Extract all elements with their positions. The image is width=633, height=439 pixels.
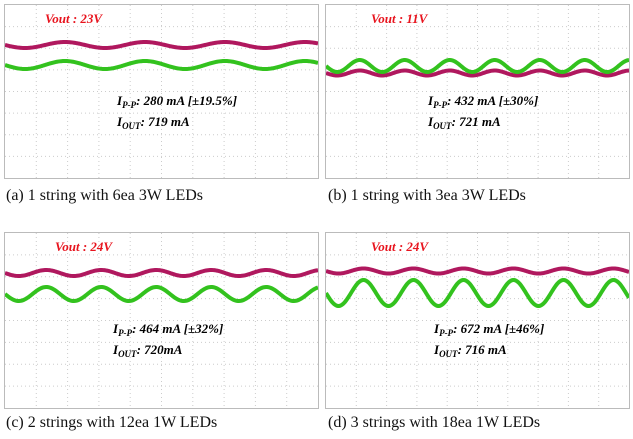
caption: (d) 3 strings with 18ea 1W LEDs xyxy=(328,414,540,432)
subscript: P-P xyxy=(122,100,136,110)
scope-screen: Vout : 24V IP-P: 464 mA [±32%] IOUT: 720mA xyxy=(4,232,319,409)
caption: (b) 1 string with 3ea 3W LEDs xyxy=(328,187,526,205)
ipp-label: IP-P: 432 mA [±30%] xyxy=(427,93,538,110)
value-text: : 721 mA xyxy=(452,114,501,129)
vout-label: Vout : 24V xyxy=(55,239,113,254)
value-text: : 719 mA xyxy=(141,114,190,129)
value-text: : 464 mA [±32%] xyxy=(132,321,223,336)
caption: (a) 1 string with 6ea 3W LEDs xyxy=(6,187,203,205)
voltage-trace xyxy=(5,42,318,48)
scope-screen: Vout : 24V IP-P: 672 mA [±46%] IOUT: 716 m… xyxy=(325,232,630,409)
value-text: : 432 mA [±30%] xyxy=(447,93,538,108)
iout-label: IOUT: 716 mA xyxy=(433,342,507,359)
value-text: : 672 mA [±46%] xyxy=(453,321,544,336)
current-trace xyxy=(326,280,629,306)
ipp-label: IP-P: 464 mA [±32%] xyxy=(112,321,223,338)
vout-label: Vout : 24V xyxy=(371,239,429,254)
subscript: P-P xyxy=(439,328,453,338)
vout-label: Vout : 11V xyxy=(371,11,429,26)
vout-label: Vout : 23V xyxy=(45,11,103,26)
caption: (c) 2 strings with 12ea 1W LEDs xyxy=(6,414,217,432)
subscript: OUT xyxy=(118,349,137,359)
figure: Vout : 23V IP-P: 280 mA [±19.5%] IOUT: 719… xyxy=(0,0,633,439)
iout-label: IOUT: 721 mA xyxy=(427,114,501,131)
value-text: : 720mA xyxy=(137,342,183,357)
subscript: OUT xyxy=(122,121,141,131)
subscript: P-P xyxy=(433,100,447,110)
scope-screen: Vout : 11V IP-P: 432 mA [±30%] IOUT: 721 m… xyxy=(325,4,630,179)
iout-label: IOUT: 719 mA xyxy=(116,114,190,131)
ipp-label: IP-P: 672 mA [±46%] xyxy=(433,321,544,338)
subscript: OUT xyxy=(439,349,458,359)
current-trace xyxy=(5,61,318,69)
scope-screen: Vout : 23V IP-P: 280 mA [±19.5%] IOUT: 719… xyxy=(4,4,319,179)
ipp-label: IP-P: 280 mA [±19.5%] xyxy=(116,93,237,110)
subscript: OUT xyxy=(433,121,452,131)
value-text: : 280 mA [±19.5%] xyxy=(136,93,237,108)
subscript: P-P xyxy=(118,328,132,338)
value-text: : 716 mA xyxy=(458,342,507,357)
iout-label: IOUT: 720mA xyxy=(112,342,183,359)
